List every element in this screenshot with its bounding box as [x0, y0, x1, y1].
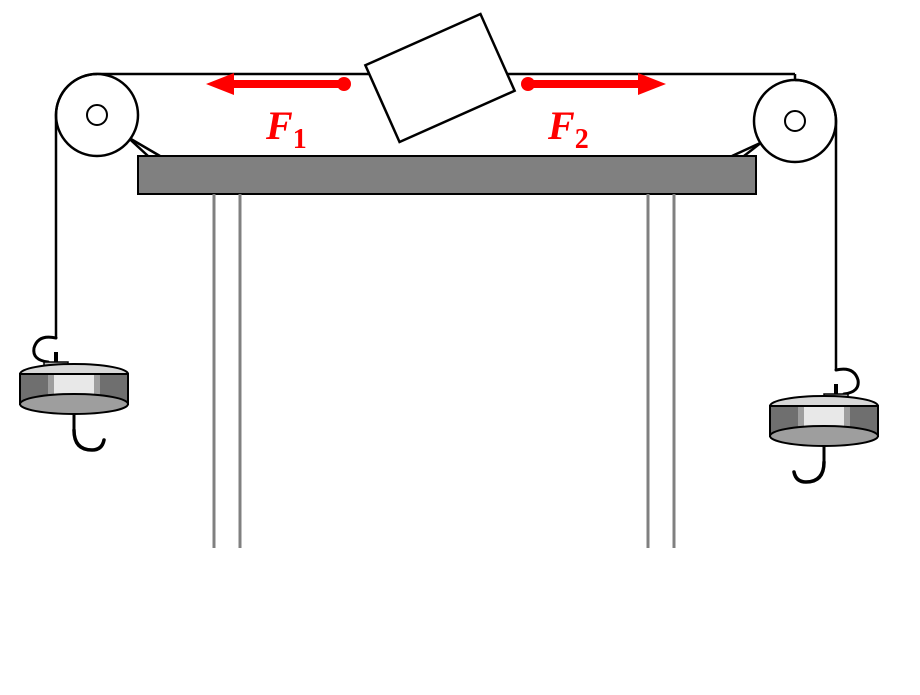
label-F2-text: F	[548, 103, 575, 148]
center-block	[365, 14, 514, 142]
pulley-left	[56, 74, 138, 156]
label-F1-text: F	[266, 103, 293, 148]
force-arrow-F2	[521, 73, 666, 95]
pulley-right	[754, 74, 836, 162]
pulley-supports	[107, 118, 785, 156]
table	[138, 156, 756, 548]
weight-right	[770, 369, 878, 482]
label-F1: F1	[266, 102, 307, 156]
label-F2: F2	[548, 102, 589, 156]
diagram-canvas: F1 F2	[0, 0, 920, 690]
weight-left	[20, 337, 128, 450]
force-arrow-F1	[206, 73, 351, 95]
label-F1-sub: 1	[293, 124, 307, 155]
diagram-svg	[0, 0, 920, 690]
label-F2-sub: 2	[575, 124, 589, 155]
